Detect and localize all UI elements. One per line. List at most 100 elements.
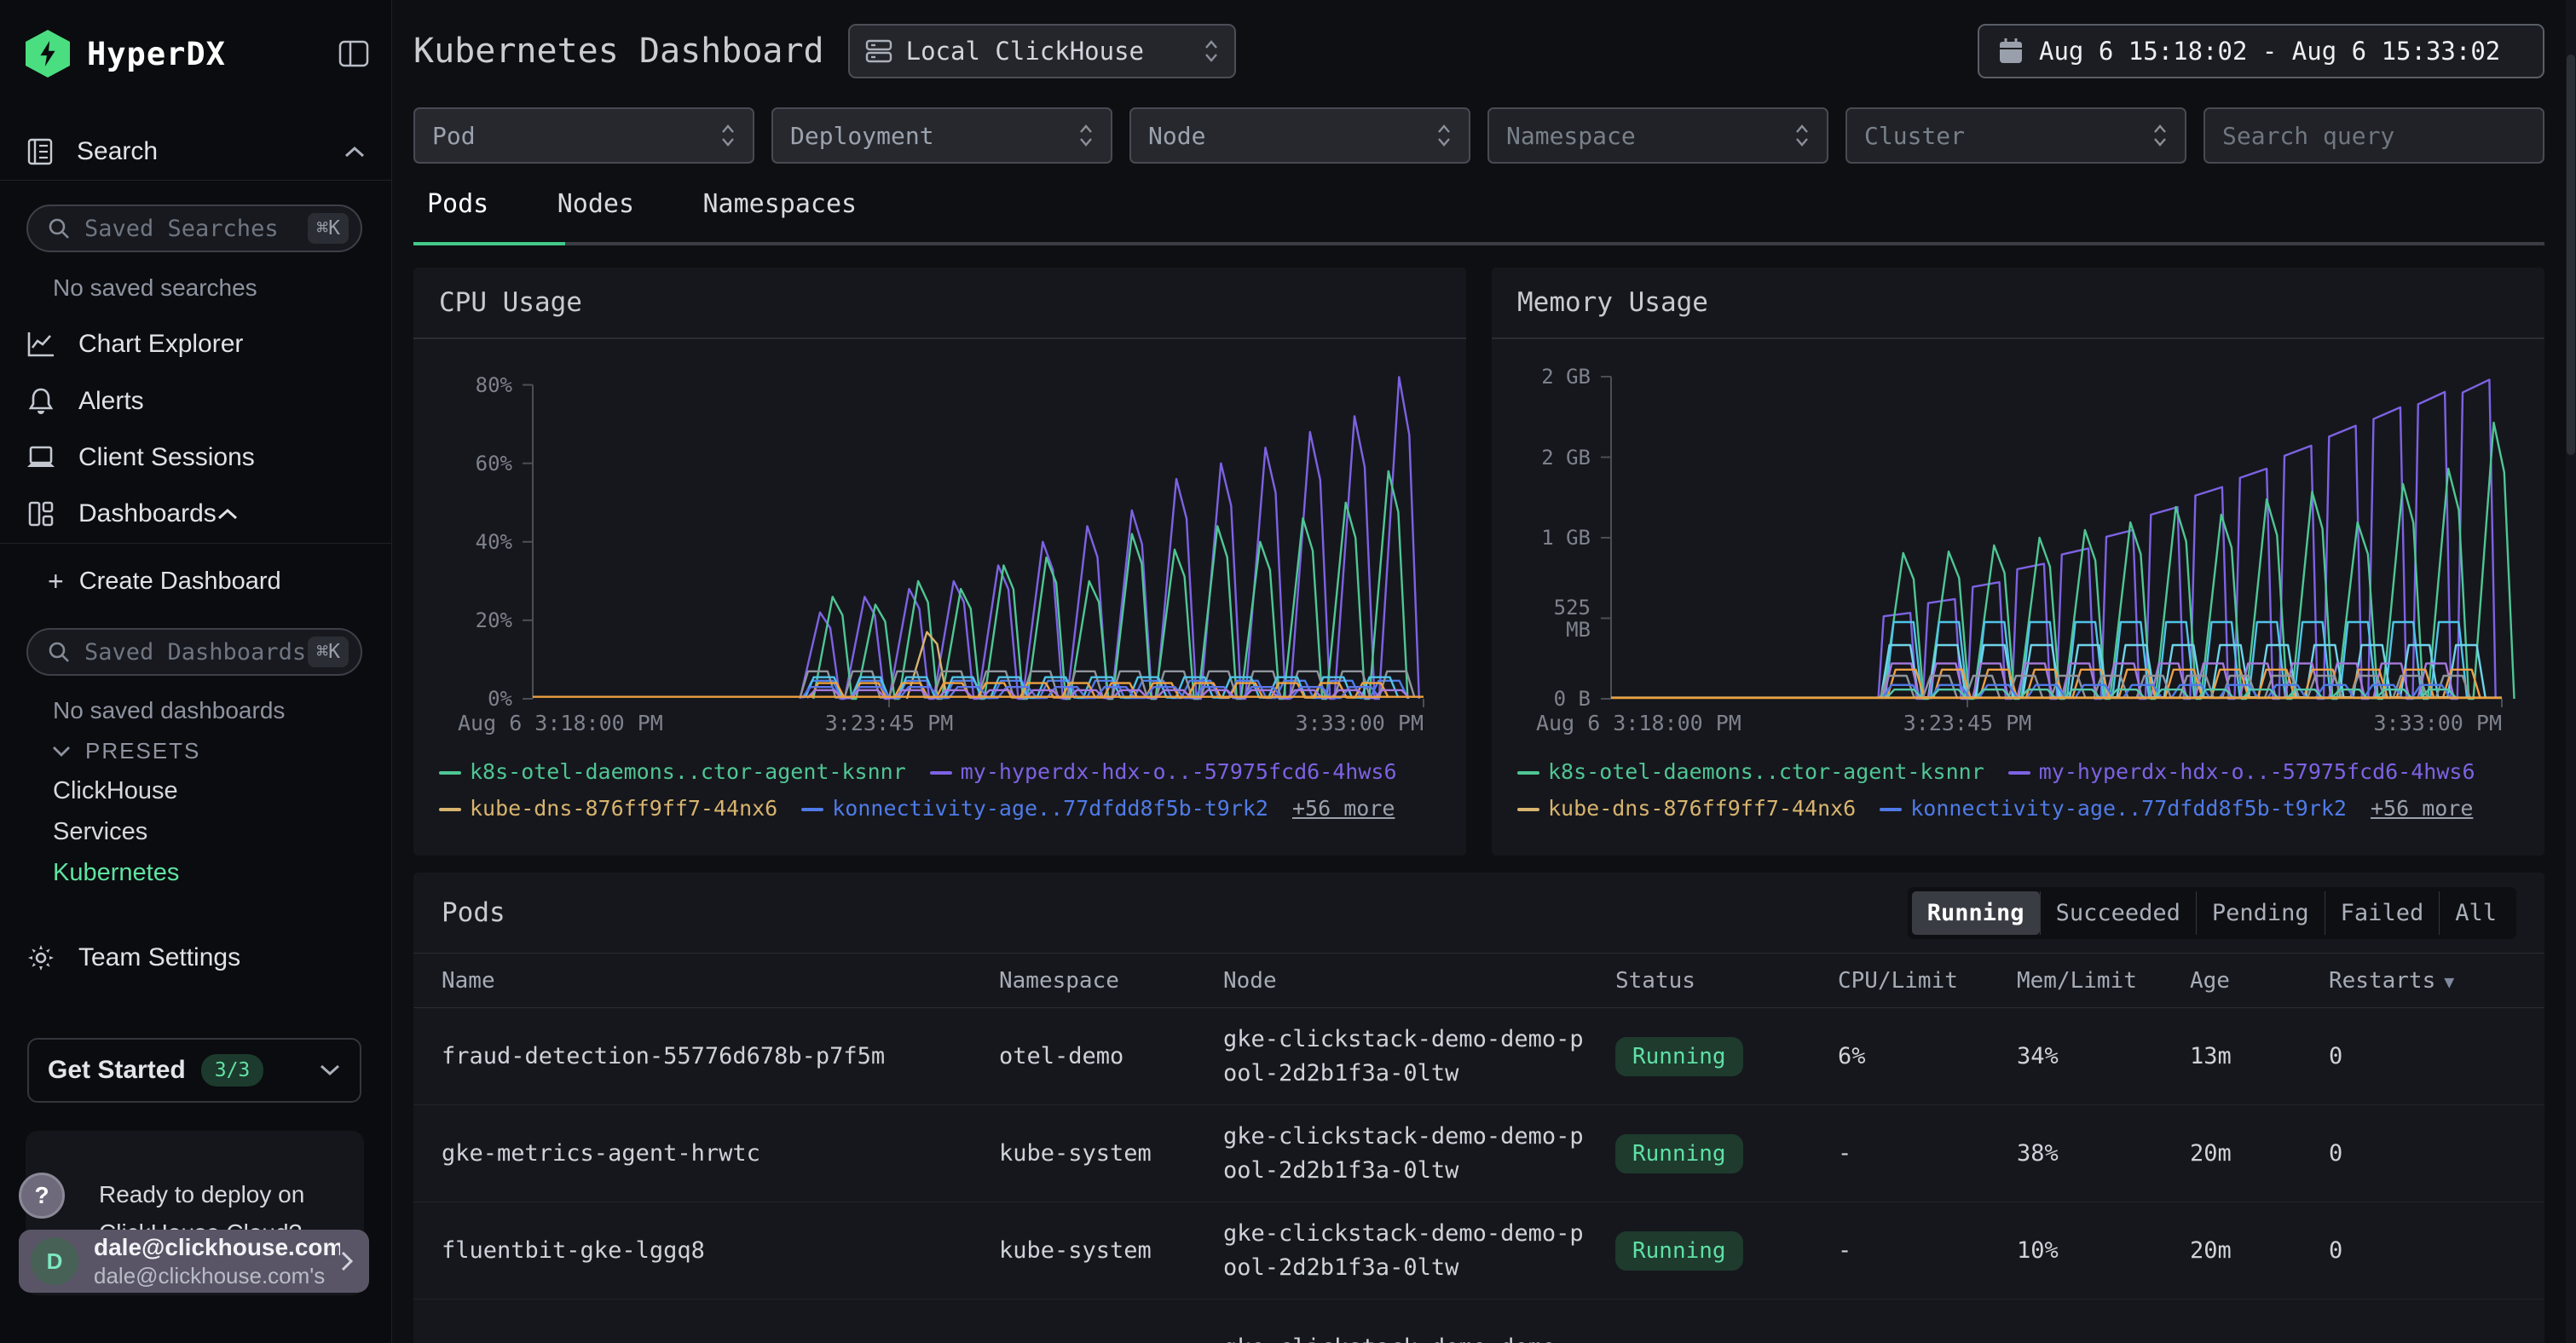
sidebar-item-alerts[interactable]: Alerts [26,379,366,424]
saved-searches-input[interactable]: Saved Searches ⌘K [26,205,362,252]
get-started-box[interactable]: Get Started 3/3 [27,1038,361,1103]
sidebar-section-search[interactable]: Search [26,128,366,176]
filter-bar: Pod Deployment Node Namespace Cluster Se… [413,107,2544,164]
column-header-status[interactable]: Status [1615,967,1695,994]
chevron-down-icon [319,1063,341,1077]
column-header-restarts[interactable]: Restarts ▼ [2329,967,2455,994]
tab-pods[interactable]: Pods [427,189,489,219]
status-filter-failed[interactable]: Failed [2324,891,2440,935]
x-axis-tick-label: 3:33:00 PM [2373,711,2502,735]
collapse-sidebar-icon[interactable] [338,40,369,67]
source-select[interactable]: Local ClickHouse [847,24,1236,78]
cell-cpu: 6% [1838,1043,1866,1069]
cell-age: 13m [2190,1043,2232,1069]
promo-line1: Ready to deploy on [99,1180,305,1208]
pod-filter-label: Pod [432,121,476,150]
table-row[interactable]: fluentbit-gke-lggq8 kube-system gke-clicks… [413,1202,2544,1300]
search-query-input[interactable]: Search query [2203,107,2544,164]
cpu-usage-chart[interactable]: 80% 60% 40% 20% 0% Aug 6 3:18:00 PM 3:23:45 PM… [422,346,1447,746]
column-header-node[interactable]: Node [1223,967,1277,994]
legend-color-dash [801,808,824,811]
legend-item[interactable]: konnectivity-age..77dfdd8f5b-t9rk2 [801,796,1268,821]
y-axis-tick-label: 525 MB [1553,595,1591,642]
table-row[interactable]: gke-metrics-agent-hrwtc kube-system gke-cl… [413,1105,2544,1202]
scrollbar-thumb[interactable] [2567,55,2575,455]
presets-header[interactable]: PRESETS [51,738,200,764]
legend-more-link[interactable]: +56 more [2370,796,2474,821]
table-row[interactable]: gke-clickstack-demo-demo- [413,1300,2544,1343]
dashboard-header: Kubernetes Dashboard Local ClickHouse Au… [413,24,2544,78]
legend-item[interactable]: k8s-otel-daemons..ctor-agent-ksnnr [1517,759,1984,784]
user-menu[interactable]: D dale@clickhouse.com dale@clickhouse.co… [19,1230,369,1293]
legend-color-dash [439,771,461,775]
cell-namespace: otel-demo [999,1043,1124,1069]
cpu-usage-legend: k8s-otel-daemons..ctor-agent-ksnnr my-hyp… [413,746,1466,828]
sidebar-item-team-settings[interactable]: Team Settings [26,936,366,980]
status-filter-all[interactable]: All [2439,891,2512,935]
pods-panel-title: Pods [442,897,505,928]
sidebar-item-client-sessions[interactable]: Client Sessions [26,435,366,480]
column-header-name[interactable]: Name [442,967,495,994]
memory-usage-chart[interactable]: 2 GB 2 GB 1 GB 525 MB 0 B Aug 6 3:18:00 PM 3:2… [1500,346,2526,746]
column-header-cpu-limit[interactable]: CPU/Limit [1838,967,1958,994]
deployment-filter-select[interactable]: Deployment [771,107,1112,164]
preset-clickhouse[interactable]: ClickHouse [53,777,178,804]
tab-namespaces[interactable]: Namespaces [702,189,858,219]
cluster-filter-select[interactable]: Cluster [1845,107,2186,164]
memory-usage-title: Memory Usage [1492,268,2544,339]
chart-series-line [812,470,1409,700]
time-range-picker[interactable]: Aug 6 15:18:02 - Aug 6 15:33:02 [1978,24,2544,78]
help-button[interactable]: ? [19,1173,65,1219]
column-header-namespace[interactable]: Namespace [999,967,1119,994]
tab-underline-track [413,242,2544,245]
column-header-age[interactable]: Age [2190,967,2230,994]
node-filter-select[interactable]: Node [1129,107,1470,164]
status-filter-running[interactable]: Running [1911,891,2040,935]
chart-series-line [1877,378,2497,700]
legend-item[interactable]: kube-dns-876ff9ff7-44nx6 [1517,796,1856,821]
pod-filter-select[interactable]: Pod [413,107,754,164]
saved-dashboards-placeholder: Saved Dashboards [84,638,307,666]
no-saved-dashboards-note: No saved dashboards [53,697,286,723]
column-header-mem-limit[interactable]: Mem/Limit [2017,967,2137,994]
sidebar-item-chart-explorer[interactable]: Chart Explorer [26,322,366,366]
chart-series-line [1886,689,2458,700]
saved-dashboards-input[interactable]: Saved Dashboards ⌘K [26,628,362,676]
legend-more-link[interactable]: +56 more [1291,796,1395,821]
y-axis-tick-label: 0 B [1553,687,1591,711]
status-filter-succeeded[interactable]: Succeeded [2039,891,2196,935]
preset-kubernetes[interactable]: Kubernetes [53,859,180,886]
source-select-value: Local ClickHouse [905,37,1144,66]
legend-label: konnectivity-age..77dfdd8f5b-t9rk2 [832,796,1268,821]
legend-item[interactable]: my-hyperdx-hdx-o..-57975fcd6-4hws6 [2007,759,2475,784]
main-content: Kubernetes Dashboard Local ClickHouse Au… [392,0,2576,1343]
y-axis-tick-label: 60% [475,451,512,476]
legend-item[interactable]: my-hyperdx-hdx-o..-57975fcd6-4hws6 [929,759,1397,784]
cell-age: 20m [2190,1237,2232,1264]
tab-nodes[interactable]: Nodes [557,189,635,219]
y-axis-tick-label: 1 GB [1541,526,1591,550]
sidebar-item-dashboards[interactable]: Dashboards [26,492,366,536]
create-dashboard-button[interactable]: + Create Dashboard [48,561,281,602]
legend-item[interactable]: konnectivity-age..77dfdd8f5b-t9rk2 [1880,796,2347,821]
legend-item[interactable]: kube-dns-876ff9ff7-44nx6 [439,796,777,821]
shortcut-badge: ⌘K [308,213,349,244]
get-started-label: Get Started [48,1056,186,1084]
chevron-down-icon [53,746,70,757]
server-icon [865,38,892,64]
preset-services[interactable]: Services [53,818,148,845]
cell-age: 20m [2190,1140,2232,1167]
page-scrollbar[interactable] [2566,0,2576,1343]
cell-namespace: kube-system [999,1237,1152,1264]
chevron-up-icon[interactable] [217,507,239,521]
namespace-filter-select[interactable]: Namespace [1487,107,1828,164]
sidebar-item-label: Chart Explorer [78,330,244,358]
chevron-up-icon[interactable] [344,145,366,159]
status-filter-pending[interactable]: Pending [2195,891,2325,935]
legend-item[interactable]: k8s-otel-daemons..ctor-agent-ksnnr [439,759,906,784]
user-team: dale@clickhouse.com's [94,1263,326,1288]
y-axis-tick-label: 2 GB [1541,365,1591,389]
sidebar-item-label: Alerts [78,387,144,415]
legend-color-dash [1517,808,1539,811]
table-row[interactable]: fraud-detection-55776d678b-p7f5m otel-dem… [413,1008,2544,1105]
